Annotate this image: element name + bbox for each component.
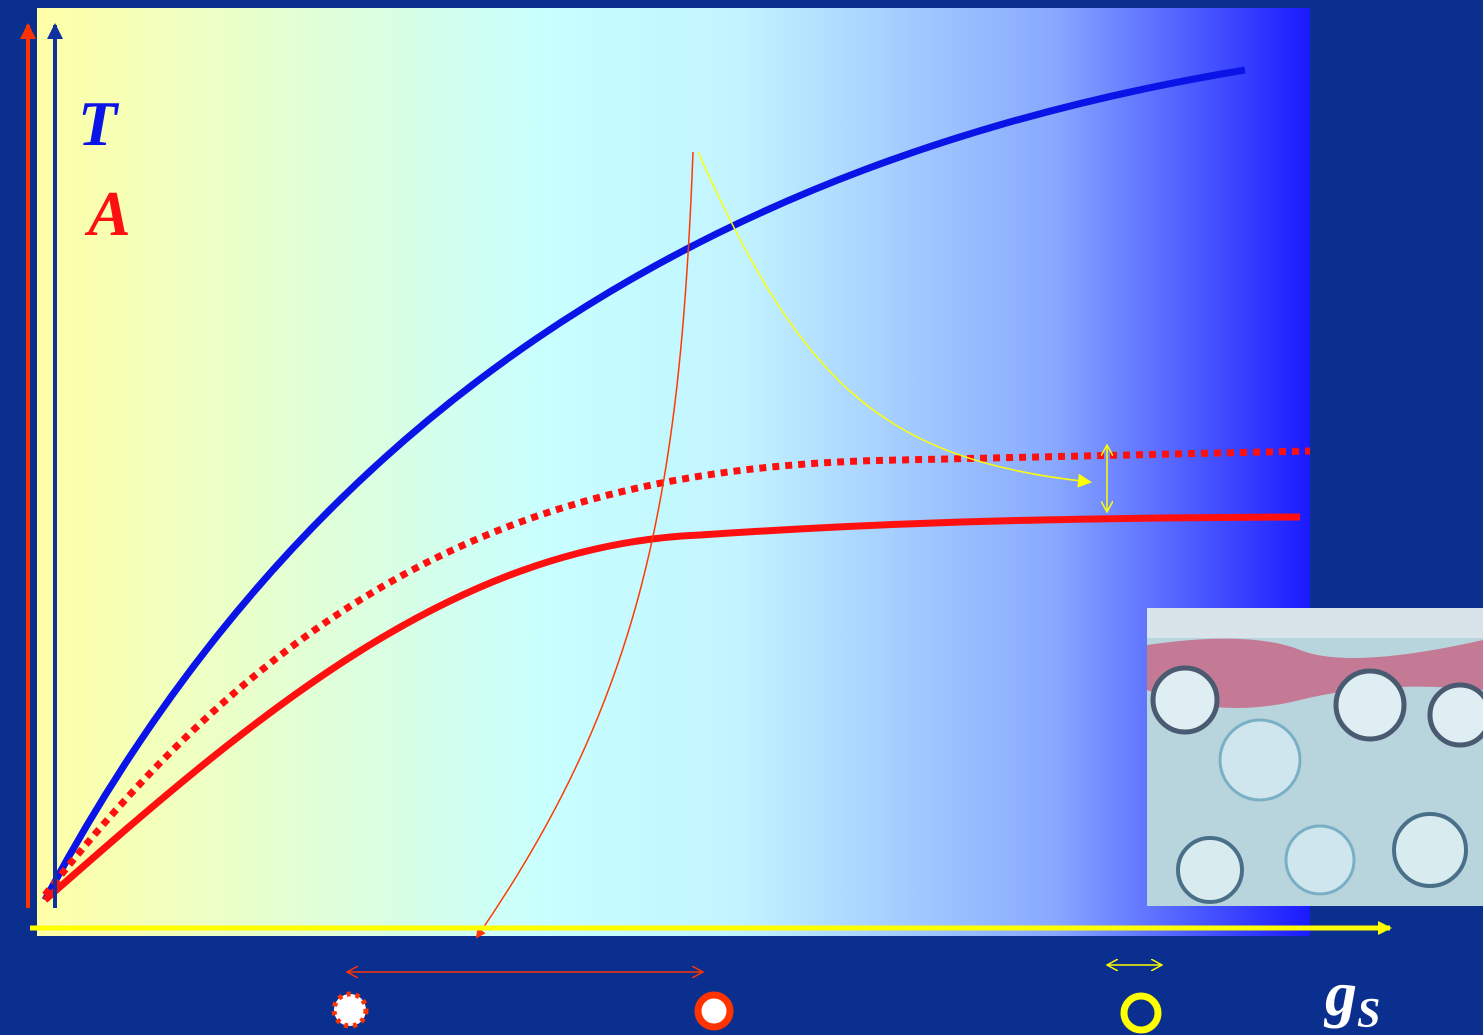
potential-assimilation-curve bbox=[42, 447, 1311, 898]
plot-background bbox=[37, 8, 1310, 936]
stoma-closed bbox=[331, 991, 369, 1029]
thin-arrow bbox=[475, 151, 694, 939]
stoma-ring bbox=[1120, 992, 1162, 1034]
assimilation-curve bbox=[42, 513, 1301, 903]
label-gs: gS bbox=[1323, 958, 1380, 1035]
label-t: T bbox=[78, 88, 120, 159]
label-a: A bbox=[84, 178, 131, 249]
stoma-open bbox=[694, 991, 734, 1031]
transpiration-curve bbox=[41, 66, 1246, 902]
micrograph bbox=[1147, 608, 1483, 906]
label-g: g bbox=[1323, 958, 1357, 1029]
label-s: S bbox=[1357, 991, 1380, 1035]
thin-arrow bbox=[697, 151, 1092, 488]
